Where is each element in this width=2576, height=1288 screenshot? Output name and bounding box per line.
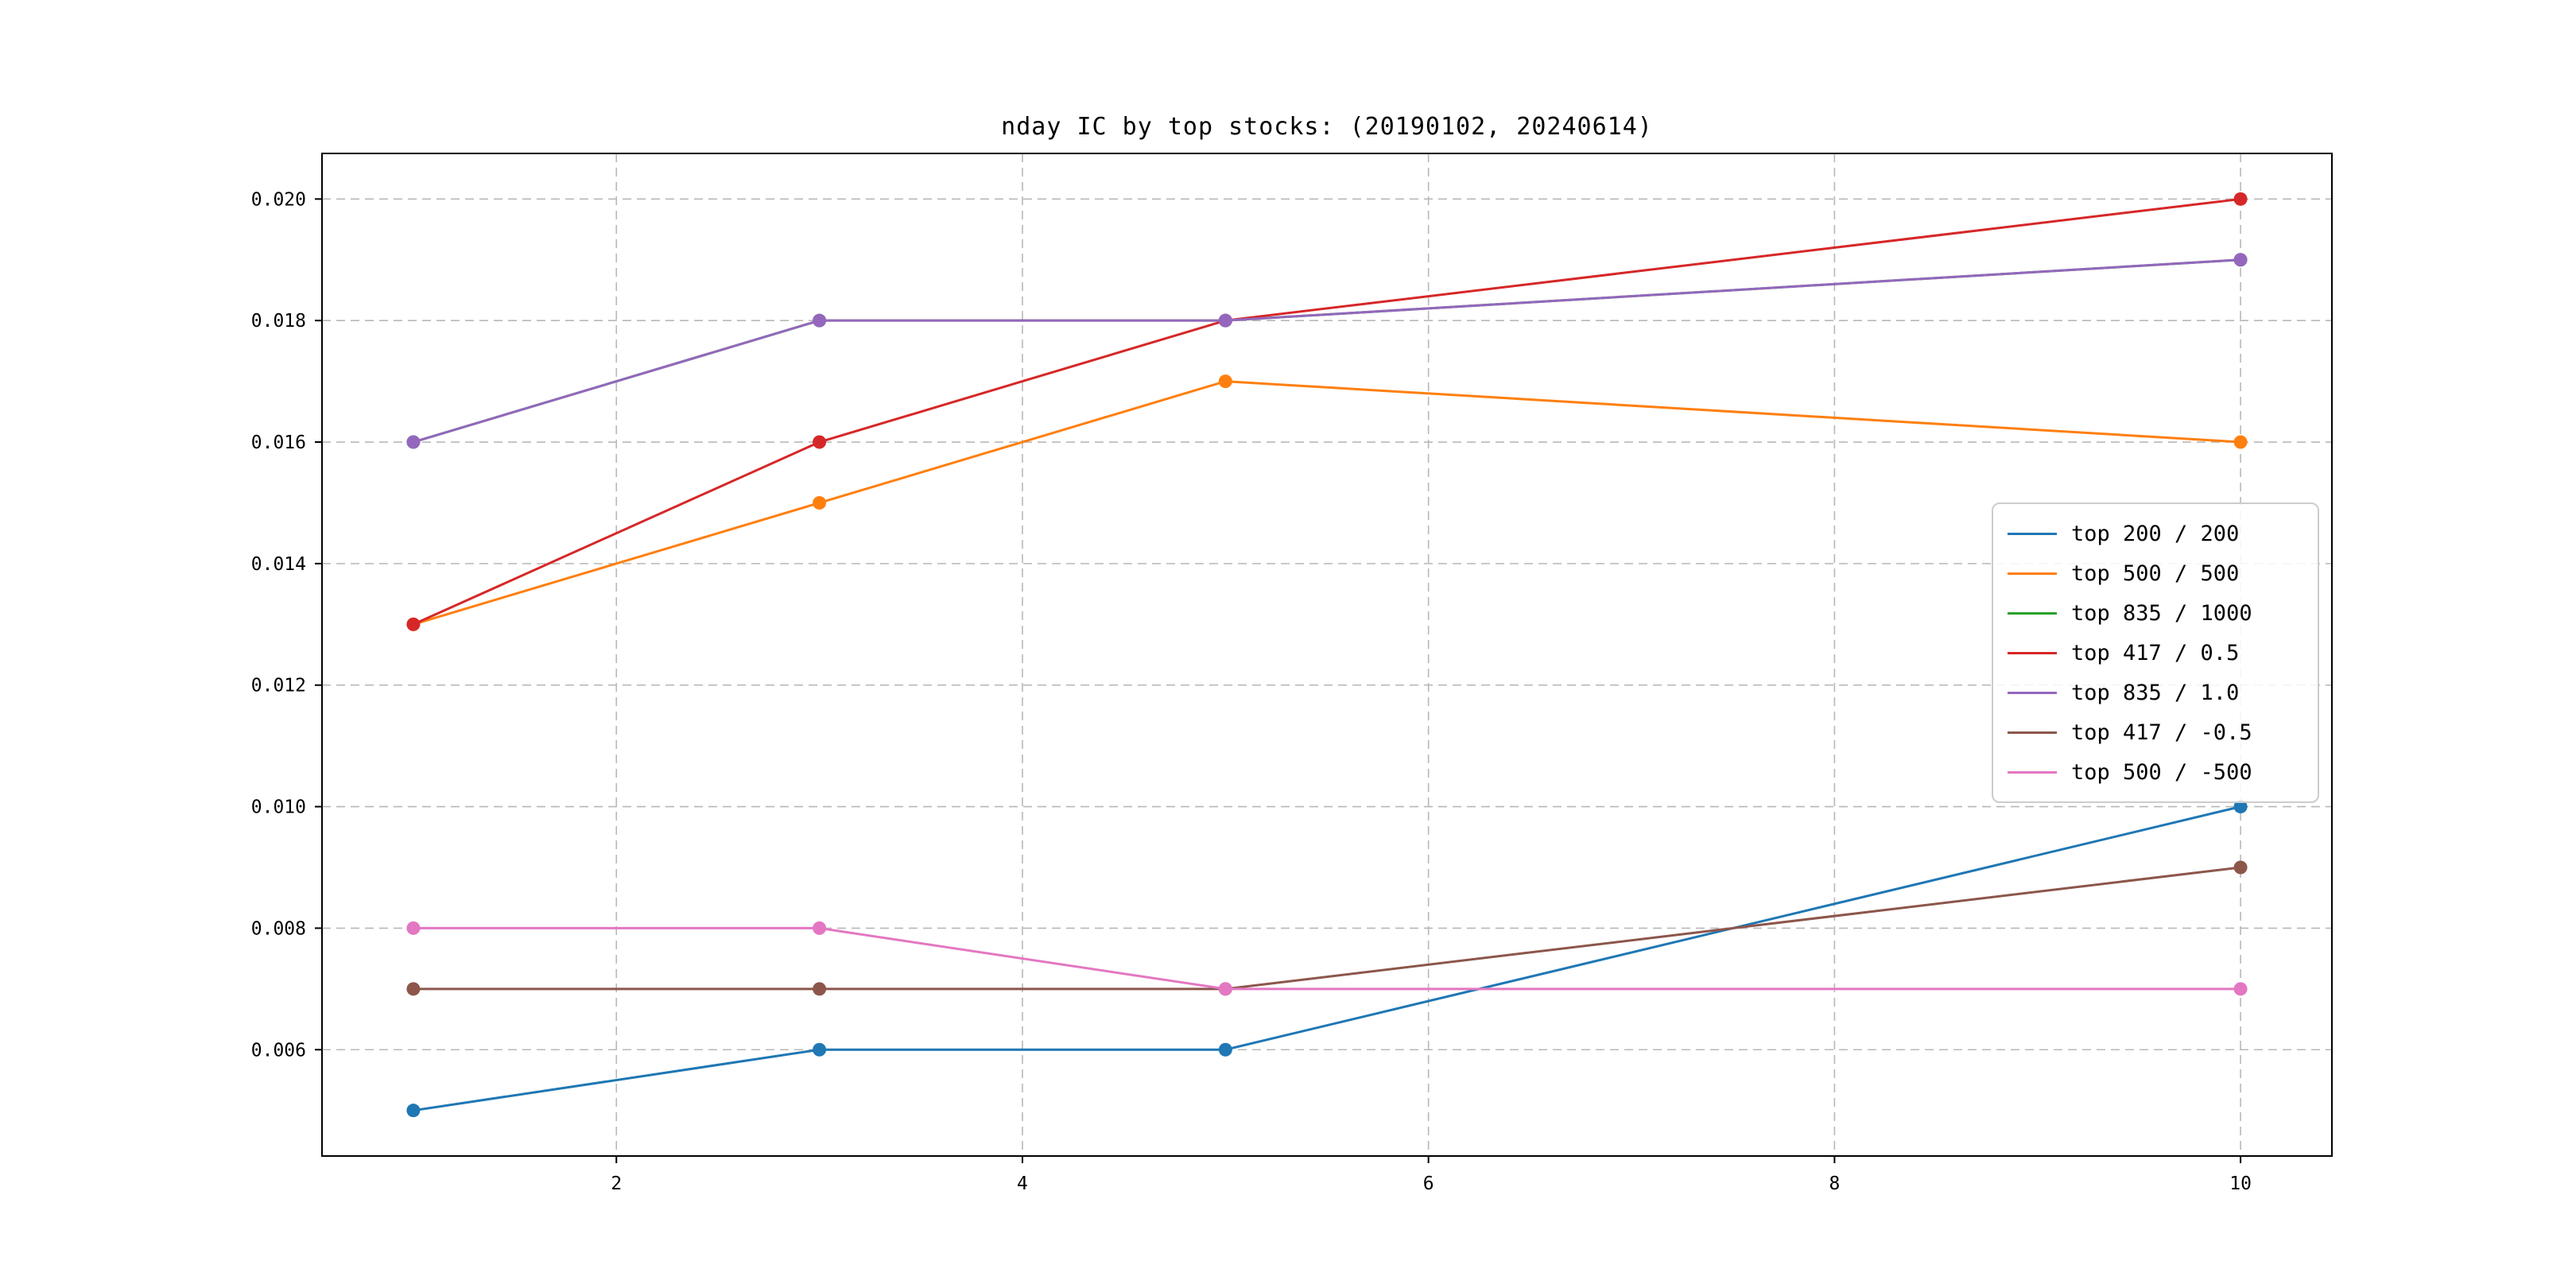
data-point-marker: [406, 435, 421, 449]
data-point-marker: [813, 1042, 827, 1057]
series-line: [413, 805, 2241, 1112]
series-line: [413, 926, 2241, 991]
x-tick-label: 10: [2229, 1174, 2252, 1194]
series-line: [413, 866, 2241, 991]
data-point-marker: [813, 495, 827, 510]
series-line: [413, 258, 2241, 444]
legend-item: top 500 / 500: [2008, 553, 2303, 593]
y-tick-label: 0.006: [251, 1040, 306, 1061]
legend-line-sample: [2008, 731, 2057, 734]
legend-item: top 835 / 1.0: [2008, 673, 2303, 712]
data-point-marker: [2233, 860, 2248, 875]
data-point-marker: [2233, 435, 2248, 449]
legend-label: top 200 / 200: [2071, 521, 2240, 546]
legend-item: top 200 / 200: [2008, 514, 2303, 553]
data-point-marker: [2233, 800, 2248, 814]
data-point-marker: [813, 313, 827, 328]
legend-label: top 500 / 500: [2071, 561, 2240, 586]
y-tick-label: 0.014: [251, 554, 306, 575]
y-tick-label: 0.018: [251, 311, 306, 332]
chart-title: nday IC by top stocks: (20190102, 202406…: [1001, 113, 1653, 141]
data-point-marker: [1218, 374, 1232, 389]
legend-label: top 835 / 1000: [2071, 600, 2252, 626]
legend-line-sample: [2008, 770, 2057, 774]
y-tick-label: 0.020: [251, 189, 306, 210]
y-tick-label: 0.010: [251, 797, 306, 818]
data-point-marker: [2233, 982, 2248, 996]
y-tick-label: 0.012: [251, 676, 306, 696]
legend-line-sample: [2008, 651, 2057, 654]
y-tick-label: 0.016: [251, 433, 306, 453]
data-point-marker: [1218, 982, 1232, 996]
legend-item: top 417 / 0.5: [2008, 633, 2303, 673]
legend: top 200 / 200 top 500 / 500 top 835 / 1000…: [1992, 502, 2319, 803]
data-point-marker: [813, 982, 827, 996]
legend-item: top 835 / 1000: [2008, 593, 2303, 633]
legend-line-sample: [2008, 572, 2057, 575]
axes-frame: [321, 153, 2333, 1157]
series-line: [413, 258, 2241, 444]
data-point-marker: [406, 982, 421, 996]
data-point-marker: [813, 921, 827, 935]
legend-item: top 500 / -500: [2008, 752, 2303, 792]
data-point-marker: [813, 435, 827, 449]
legend-line-sample: [2008, 532, 2057, 535]
data-point-marker: [406, 1104, 421, 1118]
legend-label: top 835 / 1.0: [2071, 680, 2240, 705]
x-tick-label: 6: [1423, 1174, 1434, 1194]
data-point-marker: [2233, 192, 2248, 206]
data-point-marker: [2233, 253, 2248, 267]
legend-item: top 417 / -0.5: [2008, 712, 2303, 752]
x-tick-label: 8: [1829, 1174, 1840, 1194]
y-tick-label: 0.008: [251, 918, 306, 939]
data-point-marker: [1218, 1042, 1232, 1057]
series-line: [413, 197, 2241, 626]
legend-label: top 417 / -0.5: [2071, 720, 2252, 745]
data-point-marker: [1218, 313, 1232, 328]
legend-label: top 500 / -500: [2071, 759, 2252, 785]
legend-label: top 417 / 0.5: [2071, 640, 2240, 665]
legend-line-sample: [2008, 691, 2057, 694]
series-line: [413, 380, 2241, 626]
x-tick-label: 2: [611, 1174, 622, 1194]
legend-line-sample: [2008, 611, 2057, 615]
data-point-marker: [406, 921, 421, 935]
data-point-marker: [406, 617, 421, 631]
x-tick-label: 4: [1017, 1174, 1028, 1194]
